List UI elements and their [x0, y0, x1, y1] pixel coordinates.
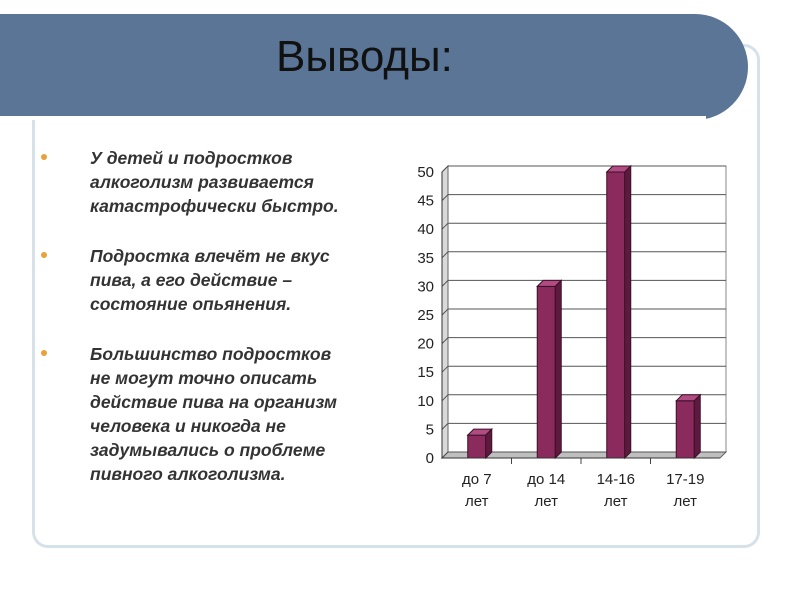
bullet-item: Большинство подростков не могут точно оп…	[36, 342, 386, 486]
slide-title: Выводы:	[276, 32, 453, 81]
gridline	[441, 165, 726, 173]
gridline	[441, 394, 726, 402]
gridline	[441, 337, 726, 344]
bar	[467, 434, 487, 459]
x-tick-label-line: 17-19	[666, 471, 704, 488]
y-tick-label: 0	[426, 450, 434, 467]
bullet-text: У детей и подростков алкоголизм развивае…	[90, 148, 339, 216]
gridline	[441, 279, 726, 287]
gridline	[441, 308, 726, 316]
y-tick-label: 30	[417, 278, 434, 295]
bullet-icon	[41, 350, 47, 356]
y-tick-label: 15	[417, 364, 434, 381]
bullet-item: Подростка влечёт не вкус пива, а его дей…	[36, 244, 386, 316]
bar	[606, 171, 626, 459]
gridline	[441, 194, 726, 201]
y-tick-label: 40	[417, 221, 434, 238]
bar	[536, 285, 556, 459]
bullet-list: У детей и подростков алкоголизм развивае…	[36, 146, 386, 486]
y-tick-label: 20	[417, 336, 434, 353]
x-tick-label: 17-19 лет	[666, 471, 704, 510]
y-tick-label: 35	[417, 250, 434, 267]
bullet-text: Подростка влечёт не вкус пива, а его дей…	[90, 246, 330, 314]
bar	[675, 400, 695, 459]
x-tick-label-line: до 14	[527, 471, 565, 488]
bullet-icon	[41, 252, 47, 258]
x-tick-label: до 14 лет	[527, 471, 565, 510]
gridline	[441, 422, 726, 430]
x-tick-label: до 7 лет	[462, 471, 492, 510]
y-tick-label: 5	[426, 421, 434, 438]
x-tick-label-line: 14-16	[597, 471, 635, 488]
title-bar	[0, 14, 748, 120]
bar-side	[554, 279, 562, 460]
x-tick-label-line: лет	[674, 493, 698, 510]
bullet-item: У детей и подростков алкоголизм развивае…	[36, 146, 386, 218]
y-tick-label: 50	[417, 164, 434, 181]
bullet-icon	[41, 154, 47, 160]
x-tick-label: 14-16 лет	[597, 471, 635, 510]
bar-side	[485, 427, 493, 460]
gridline	[441, 451, 726, 459]
title-underline	[0, 116, 706, 120]
y-tick-label: 25	[417, 307, 434, 324]
gridline	[441, 365, 726, 373]
bullet-text: Большинство подростков не могут точно оп…	[90, 344, 337, 484]
gridline	[441, 251, 726, 259]
y-tick-label: 10	[417, 393, 434, 410]
x-tick-label-line: до 7	[462, 471, 492, 488]
gridline	[441, 222, 726, 230]
y-tick-label: 45	[417, 193, 434, 210]
x-tick-label-line: лет	[604, 493, 628, 510]
bar-side	[693, 393, 701, 460]
x-tick-label-line: лет	[535, 493, 559, 510]
bar-side	[624, 164, 632, 460]
x-tick-label-line: лет	[465, 493, 489, 510]
